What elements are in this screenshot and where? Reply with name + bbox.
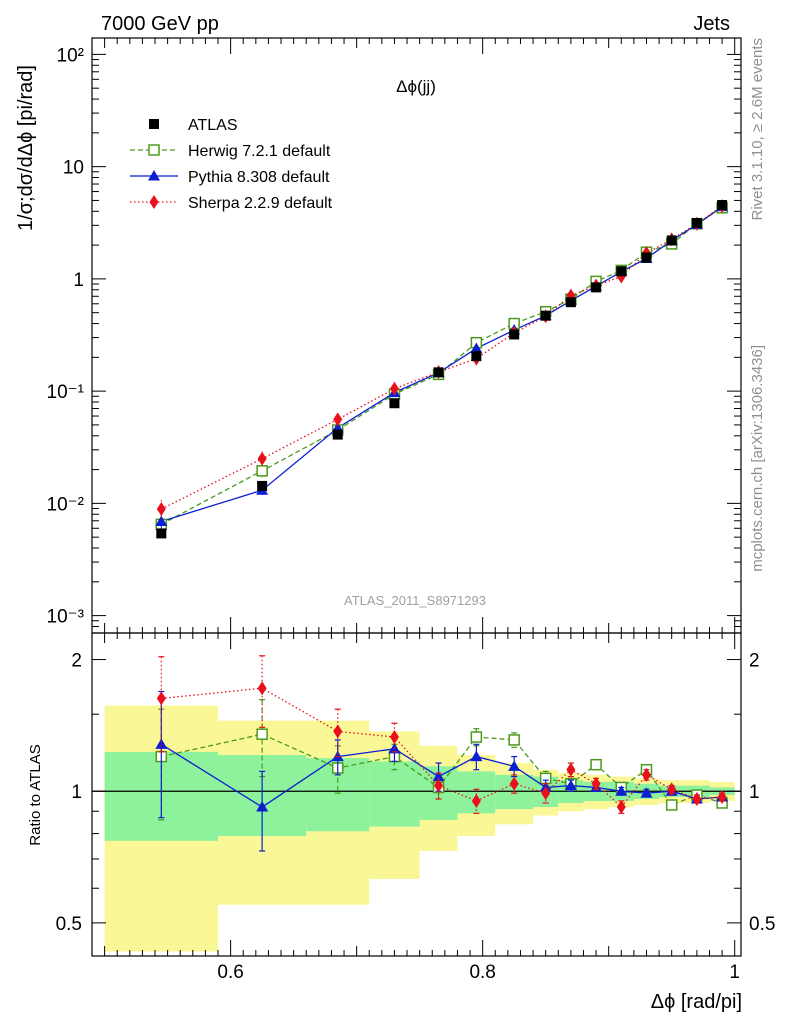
ratio-plot-frame <box>91 632 742 957</box>
ratio-point-1-4 <box>432 770 445 782</box>
legend-label-0: ATLAS <box>188 117 238 134</box>
ratio-point-1-1 <box>256 801 269 812</box>
ratio-point-2-7 <box>541 786 551 801</box>
main-line-2 <box>161 205 723 510</box>
main-data-point-11 <box>641 252 652 263</box>
main-data-point-13 <box>691 217 702 228</box>
main-point-2-3 <box>389 381 399 396</box>
watermark: ATLAS_2011_S8971293 <box>344 593 486 608</box>
ratio-point-2-2 <box>333 724 343 739</box>
ratio-y-tick-label-2: 2 <box>71 651 82 672</box>
ratio-point-2-10 <box>616 800 626 815</box>
ratio-point-2-6 <box>509 776 519 791</box>
main-point-1-0 <box>155 515 168 526</box>
legend-label-1: Herwig 7.2.1 default <box>188 143 331 160</box>
ratio-point-2-8 <box>566 762 576 777</box>
ratio-point-0-6 <box>508 734 520 746</box>
main-line-1 <box>161 206 723 523</box>
main-point-2-1 <box>257 451 267 466</box>
main-data-point-1 <box>257 480 268 491</box>
main-data-point-2 <box>332 429 343 440</box>
ratio-y-tick-label-1: 1 <box>71 782 82 803</box>
main-line-0 <box>161 207 723 525</box>
ratio-point-1-10 <box>615 785 628 796</box>
ratio-point-0-1 <box>256 728 268 740</box>
ratio-band-inner-3 <box>369 761 420 827</box>
ratio-point-2-0 <box>156 691 166 706</box>
energy-label: 7000 GeV pp <box>101 13 219 35</box>
ratio-point-2-11 <box>641 767 651 782</box>
main-point-2-2 <box>333 412 343 427</box>
main-y-tick-label-0: 10⁻³ <box>47 607 85 628</box>
ratio-y-tick-label-right-0: 0.5 <box>749 914 775 935</box>
rivet-label: Rivet 3.1.10, ≥ 2.6M events <box>749 38 766 221</box>
legend-marker-1 <box>148 144 160 156</box>
ratio-point-1-5 <box>470 750 483 762</box>
legend-marker-2 <box>148 170 160 181</box>
main-y-tick-label-3: 1 <box>73 270 84 291</box>
x-tick-label-2: 1 <box>729 962 740 983</box>
legend-marker-3 <box>149 195 159 209</box>
x-axis-label: Δϕ [rad/pi] <box>651 991 742 1013</box>
main-point-2-0 <box>156 502 166 517</box>
ratio-point-1-6 <box>508 760 521 771</box>
ratio-y-tick-label-right-2: 2 <box>749 651 760 672</box>
process-label: Jets <box>693 13 730 35</box>
ratio-point-0-12 <box>665 799 678 811</box>
main-data-point-8 <box>565 297 576 308</box>
ratio-point-1-11 <box>640 787 653 798</box>
main-point-0-1 <box>256 465 268 477</box>
x-tick-label-1: 0.8 <box>469 962 495 983</box>
main-data-point-14 <box>717 200 728 211</box>
legend-label-2: Pythia 8.308 default <box>188 169 330 186</box>
ratio-point-2-3 <box>389 730 399 745</box>
main-data-point-9 <box>591 282 602 293</box>
main-y-tick-label-5: 10² <box>57 45 84 66</box>
ratio-point-2-13 <box>692 791 702 806</box>
main-data-point-3 <box>389 398 400 409</box>
ratio-point-1-0 <box>155 738 168 749</box>
x-tick-label-0: 0.6 <box>217 962 243 983</box>
legend-label-3: Sherpa 2.2.9 default <box>188 195 333 212</box>
ratio-point-2-1 <box>257 681 267 696</box>
ratio-point-2-9 <box>591 776 601 791</box>
main-data-point-6 <box>509 329 520 340</box>
ratio-point-0-5 <box>470 731 483 743</box>
main-data-point-10 <box>616 266 627 277</box>
ratio-point-2-4 <box>434 778 444 793</box>
ratio-point-1-2 <box>331 750 344 762</box>
legend-marker-0 <box>149 119 159 129</box>
ratio-point-2-5 <box>471 793 481 808</box>
ratio-point-1-8 <box>564 779 577 791</box>
main-data-point-0 <box>156 528 167 539</box>
ratio-point-2-14 <box>717 790 727 805</box>
ratio-y-axis-label: Ratio to ATLAS <box>27 744 44 845</box>
ratio-point-0-9 <box>590 758 602 771</box>
ratio-point-2-12 <box>667 782 677 797</box>
y-axis-label: 1/σ;dσ/dΔϕ [pi/rad] <box>15 65 37 231</box>
ratio-y-tick-label-right-1: 1 <box>749 782 760 803</box>
main-data-point-7 <box>540 310 551 321</box>
main-y-tick-label-4: 10 <box>63 158 84 179</box>
main-y-tick-label-1: 10⁻² <box>47 494 85 515</box>
main-data-point-5 <box>471 351 482 362</box>
ratio-line-2 <box>161 687 723 809</box>
main-point-1-5 <box>470 342 483 353</box>
ratio-y-tick-label-0: 0.5 <box>56 914 82 935</box>
main-data-point-4 <box>433 367 444 378</box>
main-data-point-12 <box>666 235 677 246</box>
main-y-tick-label-2: 10⁻¹ <box>47 382 85 403</box>
chart-title: Δϕ(jj) <box>396 77 436 96</box>
mcplots-label: mcplots.cern.ch [arXiv:1306.3436] <box>749 345 766 572</box>
